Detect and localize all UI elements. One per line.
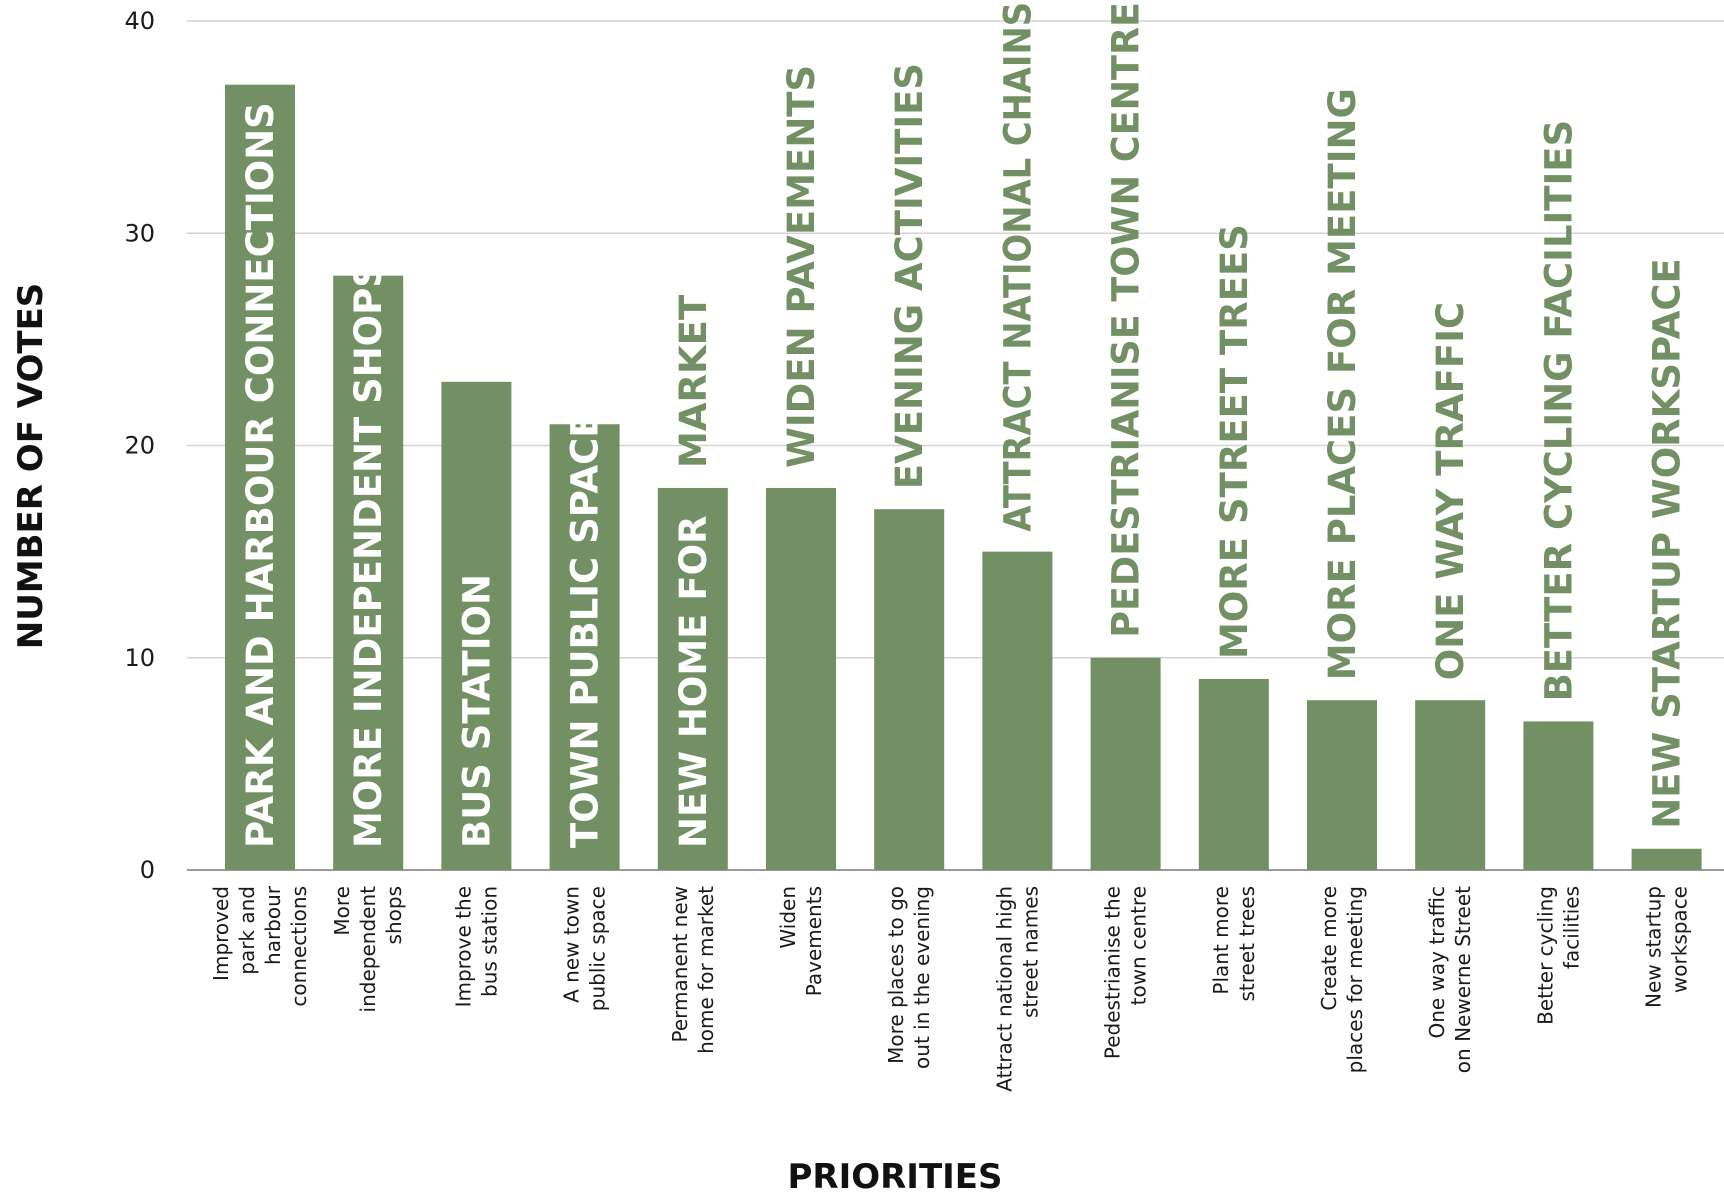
category-label: Better cycling facilities <box>1533 886 1583 1025</box>
category-label-line: workspace <box>1668 886 1692 993</box>
bar-label: NEW STARTUP WORKSPACE <box>1646 258 1689 829</box>
bar-label: EVENING ACTIVITIES <box>888 63 931 489</box>
category-label-line: connections <box>287 886 311 1007</box>
category-label-line: Pedestrianise the <box>1101 886 1125 1059</box>
category-label-line: Attract national high <box>992 886 1016 1092</box>
category-label-line: facilities <box>1559 886 1583 969</box>
category-label-line: Better cycling <box>1533 886 1557 1025</box>
bar <box>1631 848 1702 870</box>
category-label-line: Improve the <box>451 886 475 1007</box>
bar <box>441 381 512 870</box>
category-label-line: Pavements <box>802 886 826 996</box>
category-label-line: A new town <box>560 886 584 1003</box>
bar-label: WIDEN PAVEMENTS <box>780 65 823 468</box>
category-label-line: street names <box>1018 886 1042 1018</box>
category-label-line: street trees <box>1235 886 1259 1002</box>
category-label-line: park and <box>235 886 259 975</box>
bar <box>333 275 404 870</box>
bar-label: BETTER CYCLING FACILITIES <box>1537 120 1580 702</box>
category-label: Plant more street trees <box>1209 886 1259 1002</box>
category-label-line: Plant more <box>1209 886 1233 995</box>
bar-label: BUS STATION <box>455 574 498 848</box>
category-label-line: Create more <box>1317 886 1341 1011</box>
category-label-line: town centre <box>1127 886 1151 1005</box>
bar <box>1523 721 1594 870</box>
bars <box>225 84 1702 871</box>
category-label: New startup workspace <box>1642 886 1692 1008</box>
bar-label: MARKET <box>672 294 715 468</box>
bar-labels: PARK AND HARBOUR CONNECTIONS MORE INDEPEN… <box>239 2 1689 848</box>
category-label: Create more places for meeting <box>1317 886 1367 1073</box>
category-label: More independent shops <box>330 886 406 1013</box>
category-label: A new town public space <box>560 886 610 1011</box>
bar-label: TOWN PUBLIC SPACE <box>564 412 607 848</box>
category-label: Widen Pavements <box>776 886 826 996</box>
category-label-line: shops <box>382 886 406 944</box>
category-label-line: home for market <box>694 886 718 1054</box>
bar <box>1307 700 1377 870</box>
bar <box>1415 700 1486 870</box>
category-label-line: on Newerne Street <box>1451 886 1475 1073</box>
category-label: Pedestrianise the town centre <box>1101 886 1151 1059</box>
bar <box>874 509 945 870</box>
category-label-line: independent <box>356 886 380 1013</box>
y-tick-label: 0 <box>140 856 155 884</box>
x-axis-categories: Improved park and harbour connections More in… <box>209 885 1692 1091</box>
bar <box>1090 657 1161 870</box>
category-label: Attract national high street names <box>992 886 1042 1092</box>
category-label-line: harbour <box>261 885 285 965</box>
category-label-line: Improved <box>209 886 233 981</box>
category-label: Permanent new home for market <box>668 886 718 1054</box>
bar-label: ATTRACT NATIONAL CHAINS <box>996 2 1039 532</box>
category-label-line: places for meeting <box>1343 886 1367 1073</box>
y-tick-label: 30 <box>124 219 155 247</box>
category-label-line: More places to go <box>884 886 908 1064</box>
category-label-line: Permanent new <box>668 886 692 1042</box>
bar-label: PARK AND HARBOUR CONNECTIONS <box>239 102 282 848</box>
category-label-line: More <box>330 886 354 936</box>
bar-label: MORE INDEPENDENT SHOPS <box>347 261 390 848</box>
category-label-line: bus station <box>477 886 501 997</box>
bar <box>982 551 1053 870</box>
category-label-line: Widen <box>776 886 800 949</box>
bar-label: PEDESTRIANISE TOWN CENTRE <box>1105 2 1148 638</box>
y-axis-ticks: 0 10 20 30 40 <box>124 7 155 884</box>
bar <box>1198 678 1269 870</box>
category-label: Improved park and harbour connections <box>209 885 311 1006</box>
bar <box>549 424 620 870</box>
category-label-line: One way traffic <box>1425 886 1449 1039</box>
gridlines <box>187 20 1724 871</box>
bar-label: ONE WAY TRAFFIC <box>1429 302 1472 680</box>
bar <box>766 487 836 870</box>
category-label-line: out in the evening <box>910 886 934 1069</box>
bar-label: NEW HOME FOR <box>672 515 715 848</box>
bar-label: MORE STREET TREES <box>1213 224 1256 659</box>
category-label: Improve the bus station <box>451 886 501 1007</box>
y-tick-label: 10 <box>124 644 155 672</box>
category-label: More places to go out in the evening <box>884 886 934 1069</box>
bar <box>225 84 295 871</box>
y-tick-label: 40 <box>124 7 155 35</box>
bar <box>657 487 728 870</box>
y-tick-label: 20 <box>124 432 155 460</box>
category-label-line: New startup <box>1642 886 1666 1008</box>
category-label: One way traffic on Newerne Street <box>1425 886 1475 1073</box>
category-label-line: public space <box>586 886 610 1011</box>
y-axis-title: NUMBER OF VOTES <box>11 283 51 650</box>
bar-label: MORE PLACES FOR MEETING <box>1321 88 1364 680</box>
x-axis-title: PRIORITIES <box>787 1157 1002 1197</box>
